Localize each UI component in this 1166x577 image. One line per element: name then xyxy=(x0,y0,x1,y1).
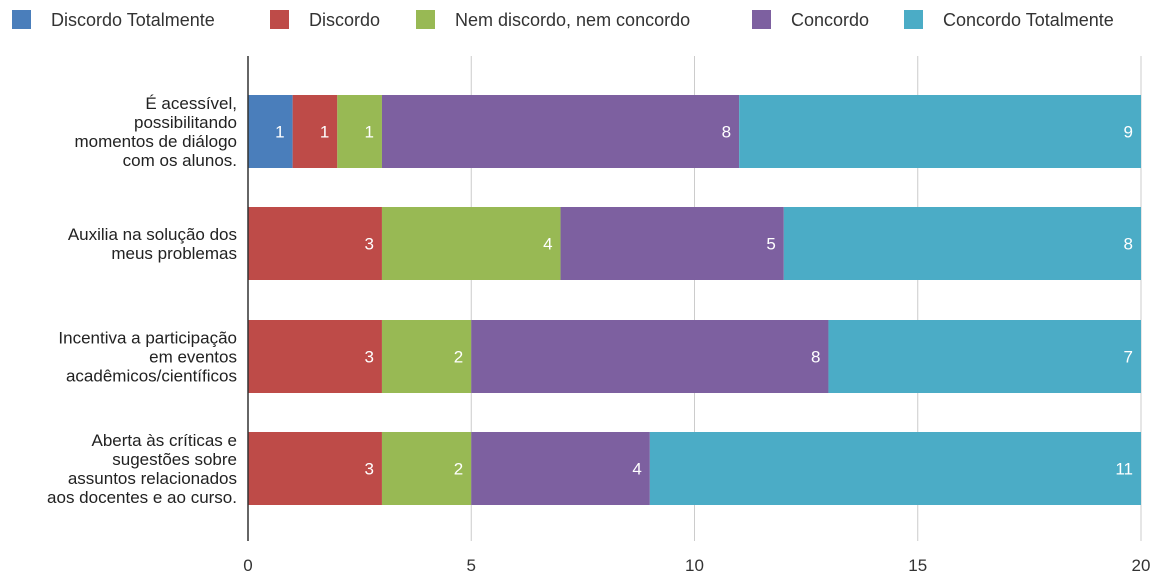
bar-segment-concordo-totalmente xyxy=(739,95,1141,168)
x-tick-label-15: 15 xyxy=(908,556,927,575)
bar-segment-discordo xyxy=(248,432,382,505)
data-label: 3 xyxy=(364,235,373,254)
data-label: 1 xyxy=(320,123,329,142)
legend-label-nem-discordo-nem-concordo: Nem discordo, nem concordo xyxy=(455,10,690,30)
bar-segment-concordo-totalmente xyxy=(783,207,1141,280)
legend-label-concordo: Concordo xyxy=(791,10,869,30)
data-label: 7 xyxy=(1124,348,1133,367)
data-label: 3 xyxy=(364,348,373,367)
x-tick-label-10: 10 xyxy=(685,556,704,575)
data-label: 2 xyxy=(454,348,463,367)
bar-segment-discordo-totalmente xyxy=(248,95,293,168)
data-label: 1 xyxy=(364,123,373,142)
data-label: 8 xyxy=(1124,235,1133,254)
bar-segment-nem-discordo-nem-concordo xyxy=(381,432,472,505)
bars: 1 1 1 8 93 4 5 83 2 8 73 2 4 11 xyxy=(248,95,1141,505)
bar-segment-nem-discordo-nem-concordo xyxy=(381,320,472,393)
data-label: 2 xyxy=(454,460,463,479)
data-label: 4 xyxy=(543,235,552,254)
bar-segment-concordo xyxy=(471,432,650,505)
bar-segment-concordo xyxy=(471,320,829,393)
legend-swatch-discordo-totalmente xyxy=(12,10,31,29)
legend-label-concordo-totalmente: Concordo Totalmente xyxy=(943,10,1114,30)
bar-segment-discordo xyxy=(292,95,338,168)
bar-segment-discordo xyxy=(248,320,382,393)
bar-segment-discordo xyxy=(248,207,382,280)
data-label: 9 xyxy=(1124,123,1133,142)
category-labels: É acessível, possibilitando momentos de di… xyxy=(47,94,237,507)
category-label: Auxilia na solução dos meus problemas xyxy=(68,225,237,263)
data-label: 11 xyxy=(1115,460,1133,479)
category-label: Incentiva a participação em eventos acadêm… xyxy=(58,329,237,386)
x-tick-label-5: 5 xyxy=(467,556,476,575)
bar-segment-concordo xyxy=(381,95,740,168)
legend-swatch-concordo-totalmente xyxy=(904,10,923,29)
legend-label-discordo-totalmente: Discordo Totalmente xyxy=(51,10,215,30)
bar-segment-nem-discordo-nem-concordo xyxy=(381,207,561,280)
bar-segment-concordo-totalmente xyxy=(828,320,1141,393)
data-label: 8 xyxy=(811,348,820,367)
x-tick-labels: 0 5 10 15 20 xyxy=(243,556,1150,575)
legend: Discordo Totalmente Discordo Nem discordo,… xyxy=(12,10,1114,30)
legend-swatch-nem-discordo-nem-concordo xyxy=(416,10,435,29)
bar-segment-nem-discordo-nem-concordo xyxy=(337,95,382,168)
category-label: É acessível, possibilitando momentos de di… xyxy=(74,94,237,170)
legend-swatch-concordo xyxy=(752,10,771,29)
data-label: 5 xyxy=(766,235,775,254)
data-label: 8 xyxy=(722,123,731,142)
legend-swatch-discordo xyxy=(270,10,289,29)
x-tick-label-0: 0 xyxy=(243,556,252,575)
data-label: 3 xyxy=(364,460,373,479)
bar-segment-concordo-totalmente xyxy=(649,432,1141,505)
data-label: 1 xyxy=(275,123,284,142)
bar-segment-concordo xyxy=(560,207,784,280)
x-tick-label-20: 20 xyxy=(1132,556,1151,575)
category-label: Aberta às críticas e sugestões sobre assun… xyxy=(47,431,237,507)
data-label: 4 xyxy=(632,460,641,479)
legend-label-discordo: Discordo xyxy=(309,10,380,30)
